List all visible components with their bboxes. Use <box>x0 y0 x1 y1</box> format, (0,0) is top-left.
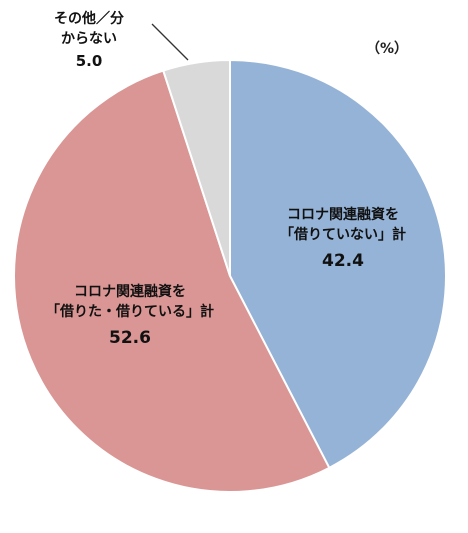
pie-slice-other <box>161 58 231 277</box>
slice-label-not-borrowed: コロナ関連融資を 「借りていない」計 42.4 <box>238 205 448 273</box>
slice-label-line: コロナ関連融資を <box>287 207 399 223</box>
slice-label-line: 「借りていない」計 <box>280 227 406 244</box>
pie-slice-borrowed <box>13 69 331 493</box>
slice-label-other: その他／分 からない 5.0 <box>34 9 144 72</box>
slice-label-line: コロナ関連融資を <box>74 284 186 300</box>
data-label-value: 42.4 <box>322 250 364 271</box>
unit-label: （%） <box>366 41 409 57</box>
data-label-value: 52.6 <box>109 327 151 348</box>
slice-label-line: その他／分 <box>54 11 124 27</box>
leader-line-other <box>151 23 189 61</box>
slice-label-borrowed: コロナ関連融資を 「借りた・借りている」計 52.6 <box>20 282 240 350</box>
slice-label-line: 「借りた・借りている」計 <box>46 304 214 321</box>
slice-label-line: からない <box>61 31 117 48</box>
pie-slice-not-borrowed <box>229 58 447 470</box>
data-label-value: 5.0 <box>75 51 103 70</box>
